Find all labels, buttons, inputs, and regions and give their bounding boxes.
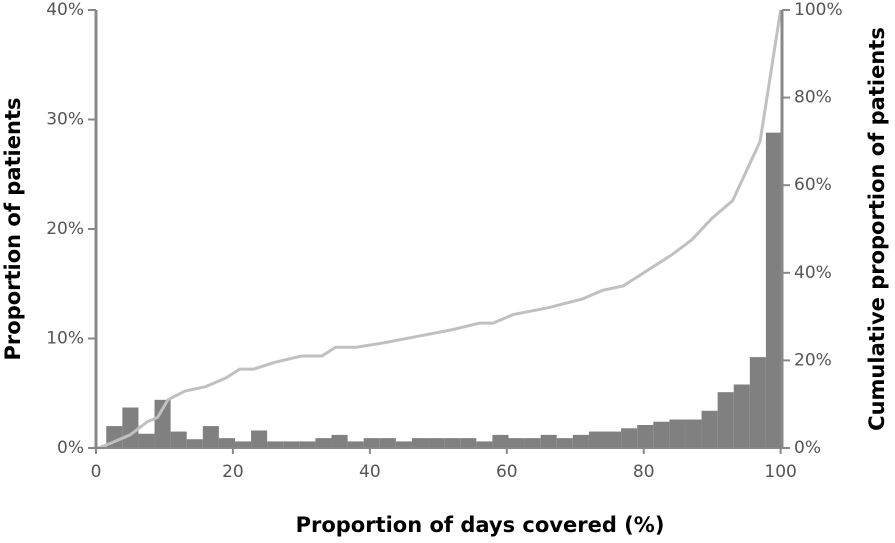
bar [299,441,316,448]
x-tick-label: 100 [764,462,796,482]
bar [411,438,429,448]
bar [749,357,766,448]
bar [460,438,477,448]
bar [267,441,284,448]
cumulative-line [97,9,783,450]
bar [331,434,348,448]
y2-tick-label: 100% [794,0,843,20]
bar [685,419,702,448]
y-tick-label: 10% [46,329,84,349]
bar [572,434,589,448]
x-tick-label: 80 [633,462,655,482]
y2-tick-label: 60% [794,175,832,195]
bar [218,438,235,448]
bar [733,384,750,448]
y-tick-label: 40% [46,0,84,20]
bar [653,421,670,448]
bar [492,434,509,448]
bar [717,392,734,448]
bar [154,399,171,448]
bar [556,438,573,448]
y-tick-label: 30% [46,110,84,130]
bar [428,438,445,448]
bar [508,438,525,448]
bar [444,438,461,448]
bar [283,441,300,448]
x-tick-label: 20 [222,462,244,482]
bar [524,438,541,448]
bar [476,441,493,448]
bar [170,431,187,448]
bar [363,438,380,448]
x-tick-label: 60 [496,462,518,482]
y2-axis-title: Cumulative proportion of patients [865,27,889,431]
bar [347,441,364,448]
bar [621,428,638,448]
y2-tick-label: 20% [794,350,832,370]
y2-tick-label: 40% [794,263,832,283]
x-tick-label: 40 [359,462,381,482]
bar [637,425,654,448]
x-axis-title: Proportion of days covered (%) [296,513,665,537]
bar [122,407,139,448]
bar [588,431,606,448]
bar [186,439,203,448]
y-axis-title: Proportion of patients [1,98,25,361]
y-tick-label: 20% [46,219,84,239]
bar [315,438,332,448]
bar [202,426,219,448]
bar [605,431,622,448]
bar [669,419,686,448]
y2-tick-label: 0% [794,438,821,458]
bar [765,132,782,448]
bar [138,433,155,448]
bar [701,410,718,448]
x-tick-label: 0 [91,462,102,482]
y2-tick-label: 80% [794,88,832,108]
bar [395,441,412,448]
bar [379,438,396,448]
bar [251,430,268,448]
bar [234,441,252,448]
bar [540,434,557,448]
y-tick-label: 0% [57,438,84,458]
